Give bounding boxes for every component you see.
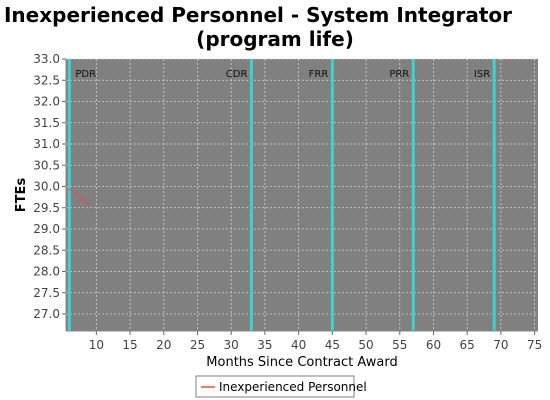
chart-title-line-2: (program life): [196, 27, 354, 51]
x-tick-label: 60: [426, 338, 441, 352]
y-tick-label: 31.0: [33, 137, 60, 151]
y-tick-label: 28.5: [33, 243, 60, 257]
x-tick-label: 45: [325, 338, 340, 352]
series-line-0: [68, 188, 90, 205]
series: [68, 188, 90, 205]
milestone-label-cdr: CDR: [226, 69, 248, 80]
x-tick-label: 50: [358, 338, 373, 352]
grid: [66, 58, 538, 331]
legend-box: [195, 375, 355, 398]
y-tick-label: 30.5: [33, 158, 60, 172]
legend: Inexperienced Personnel: [195, 375, 367, 398]
x-tick-label: 55: [392, 338, 407, 352]
y-tick-label: 29.0: [33, 222, 60, 236]
x-tick-label: 35: [257, 338, 272, 352]
x-tick-label: 20: [156, 338, 171, 352]
y-tick-label: 28.0: [33, 265, 60, 279]
y-tick-label: 33.0: [33, 52, 60, 66]
plot-area: [66, 59, 538, 331]
legend-label: Inexperienced Personnel: [219, 380, 367, 394]
y-tick-label: 27.5: [33, 286, 60, 300]
y-tick-label: 27.0: [33, 307, 60, 321]
x-axis-label: Months Since Contract Award: [206, 355, 397, 370]
x-tick-label: 65: [460, 338, 475, 352]
y-tick-label: 32.0: [33, 95, 60, 109]
y-tick-label: 31.5: [33, 116, 60, 130]
y-tick-label: 32.5: [33, 73, 60, 87]
milestone-label-prr: PRR: [389, 69, 409, 80]
x-tick-label: 70: [493, 338, 508, 352]
y-tick-label: 30.0: [33, 180, 60, 194]
x-tick-label: 15: [122, 338, 137, 352]
x-tick-label: 10: [89, 338, 104, 352]
x-tick-label: 40: [291, 338, 306, 352]
milestone-label-isr: ISR: [474, 69, 490, 80]
milestones: PDR CDR FRR PRR ISR: [67, 59, 496, 331]
axes: 10 15 20 25 30 35 40 45 50 55 60 65 70 75 27.0 27.5 28.0…: [33, 52, 542, 352]
y-tick-label: 29.5: [33, 201, 60, 215]
y-axis-label: FTEs: [14, 178, 29, 213]
x-tick-label: 25: [190, 338, 205, 352]
x-tick-label: 30: [224, 338, 239, 352]
milestone-label-pdr: PDR: [75, 69, 96, 80]
chart-title-line-1: Inexperienced Personnel - System Integra…: [4, 3, 512, 27]
x-tick-label: 75: [527, 338, 542, 352]
milestone-label-frr: FRR: [309, 69, 329, 80]
